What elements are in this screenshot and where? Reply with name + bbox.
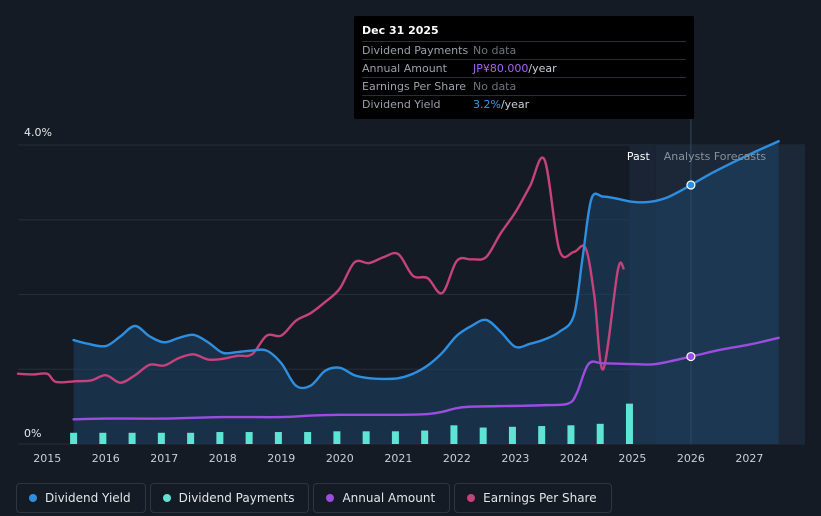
dividend-payments-bars xyxy=(70,403,633,444)
dividend-payment-bar xyxy=(274,432,282,444)
tooltip-row-dividend-payments: Dividend Payments No data xyxy=(362,41,686,59)
dividend-payment-bar xyxy=(128,432,136,444)
x-tick-label: 2025 xyxy=(618,452,646,465)
legend-dot-icon xyxy=(29,494,37,502)
x-tick-label: 2027 xyxy=(735,452,763,465)
tooltip-row-earnings-per-share: Earnings Per Share No data xyxy=(362,77,686,95)
dividend-payment-bar xyxy=(99,432,107,444)
tooltip-value: No data xyxy=(473,80,517,93)
y-axis-bottom-label: 0% xyxy=(24,427,41,440)
tooltip-label: Dividend Yield xyxy=(362,98,441,111)
x-tick-label: 2019 xyxy=(267,452,295,465)
x-tick-label: 2026 xyxy=(677,452,705,465)
dividend-payment-bar xyxy=(333,431,341,444)
x-tick-label: 2020 xyxy=(326,452,354,465)
tooltip-value: JP¥80.000 xyxy=(473,62,529,75)
dividend-payment-bar xyxy=(538,426,546,444)
annual-amount-marker xyxy=(686,351,696,362)
dividend-payment-bar xyxy=(391,431,399,444)
legend-item-dividend-payments[interactable]: Dividend Payments xyxy=(149,483,310,513)
x-tick-label: 2021 xyxy=(384,452,412,465)
tooltip-unit: /year xyxy=(500,98,530,111)
x-tick-label: 2023 xyxy=(501,452,529,465)
dividend-payment-bar xyxy=(187,432,195,444)
dividend-payment-bar xyxy=(362,431,370,444)
annual-amount-line xyxy=(72,336,780,421)
tooltip-label: Annual Amount xyxy=(362,62,447,75)
x-tick-label: 2017 xyxy=(150,452,178,465)
legend-label: Dividend Payments xyxy=(178,491,295,505)
earnings-per-share-line xyxy=(16,156,625,384)
dividend-yield-marker xyxy=(686,180,696,190)
x-tick-label: 2015 xyxy=(33,452,61,465)
tooltip-row-dividend-yield: Dividend Yield 3.2%/year xyxy=(362,95,686,113)
legend-dot-icon xyxy=(162,494,171,502)
legend-label: Earnings Per Share xyxy=(483,491,597,505)
dividend-payment-bar xyxy=(304,432,312,444)
x-tick-label: 2018 xyxy=(209,452,237,465)
x-tick-label: 2024 xyxy=(560,452,588,465)
dividend-payment-bar xyxy=(567,425,575,444)
x-axis-ticks: 2015 2016 2017 2018 2019 2020 2021 2022 2023 2024… xyxy=(33,452,763,465)
hover-tooltip: Dec 31 2025 Dividend Payments No data An… xyxy=(354,16,694,119)
tooltip-unit: /year xyxy=(528,62,557,75)
past-label: Past xyxy=(627,150,651,163)
x-tick-label: 2022 xyxy=(443,452,471,465)
dividend-payment-bar xyxy=(508,426,516,444)
tooltip-row-annual-amount: Annual Amount JP¥80.000/year xyxy=(362,59,686,77)
legend-label: Dividend Yield xyxy=(45,491,131,505)
legend-label: Annual Amount xyxy=(342,491,436,505)
dividend-payment-bar xyxy=(245,432,253,444)
dividend-payment-bar xyxy=(216,432,224,444)
dividend-payment-bar xyxy=(157,432,165,444)
dividend-yield-line xyxy=(72,140,780,390)
dividend-payment-bar xyxy=(596,423,604,444)
legend-item-dividend-yield[interactable]: Dividend Yield xyxy=(16,483,146,513)
analysts-forecasts-label: Analysts Forecasts xyxy=(664,150,767,163)
dividend-payment-bar xyxy=(450,425,458,444)
tooltip-value: 3.2% xyxy=(473,98,501,111)
hover-markers xyxy=(686,180,696,362)
legend-item-earnings-per-share[interactable]: Earnings Per Share xyxy=(454,483,612,513)
legend-dot-icon xyxy=(326,494,335,502)
dividend-payment-bar xyxy=(421,430,429,444)
legend-item-annual-amount[interactable]: Annual Amount xyxy=(313,483,451,513)
tooltip-date: Dec 31 2025 xyxy=(362,24,439,37)
series-lines xyxy=(16,140,780,421)
legend-dot-icon xyxy=(467,494,476,502)
tooltip-label: Earnings Per Share xyxy=(362,80,467,93)
tooltip-value: No data xyxy=(473,44,517,57)
dividend-payment-bar xyxy=(479,427,487,444)
chart-legend: Dividend Yield Dividend Payments Annual … xyxy=(16,483,612,513)
dividend-payment-bar xyxy=(625,403,633,444)
dividend-payment-bar xyxy=(70,432,78,444)
x-tick-label: 2016 xyxy=(92,452,120,465)
tooltip-label: Dividend Payments xyxy=(362,44,469,57)
y-axis-top-label: 4.0% xyxy=(24,126,52,139)
